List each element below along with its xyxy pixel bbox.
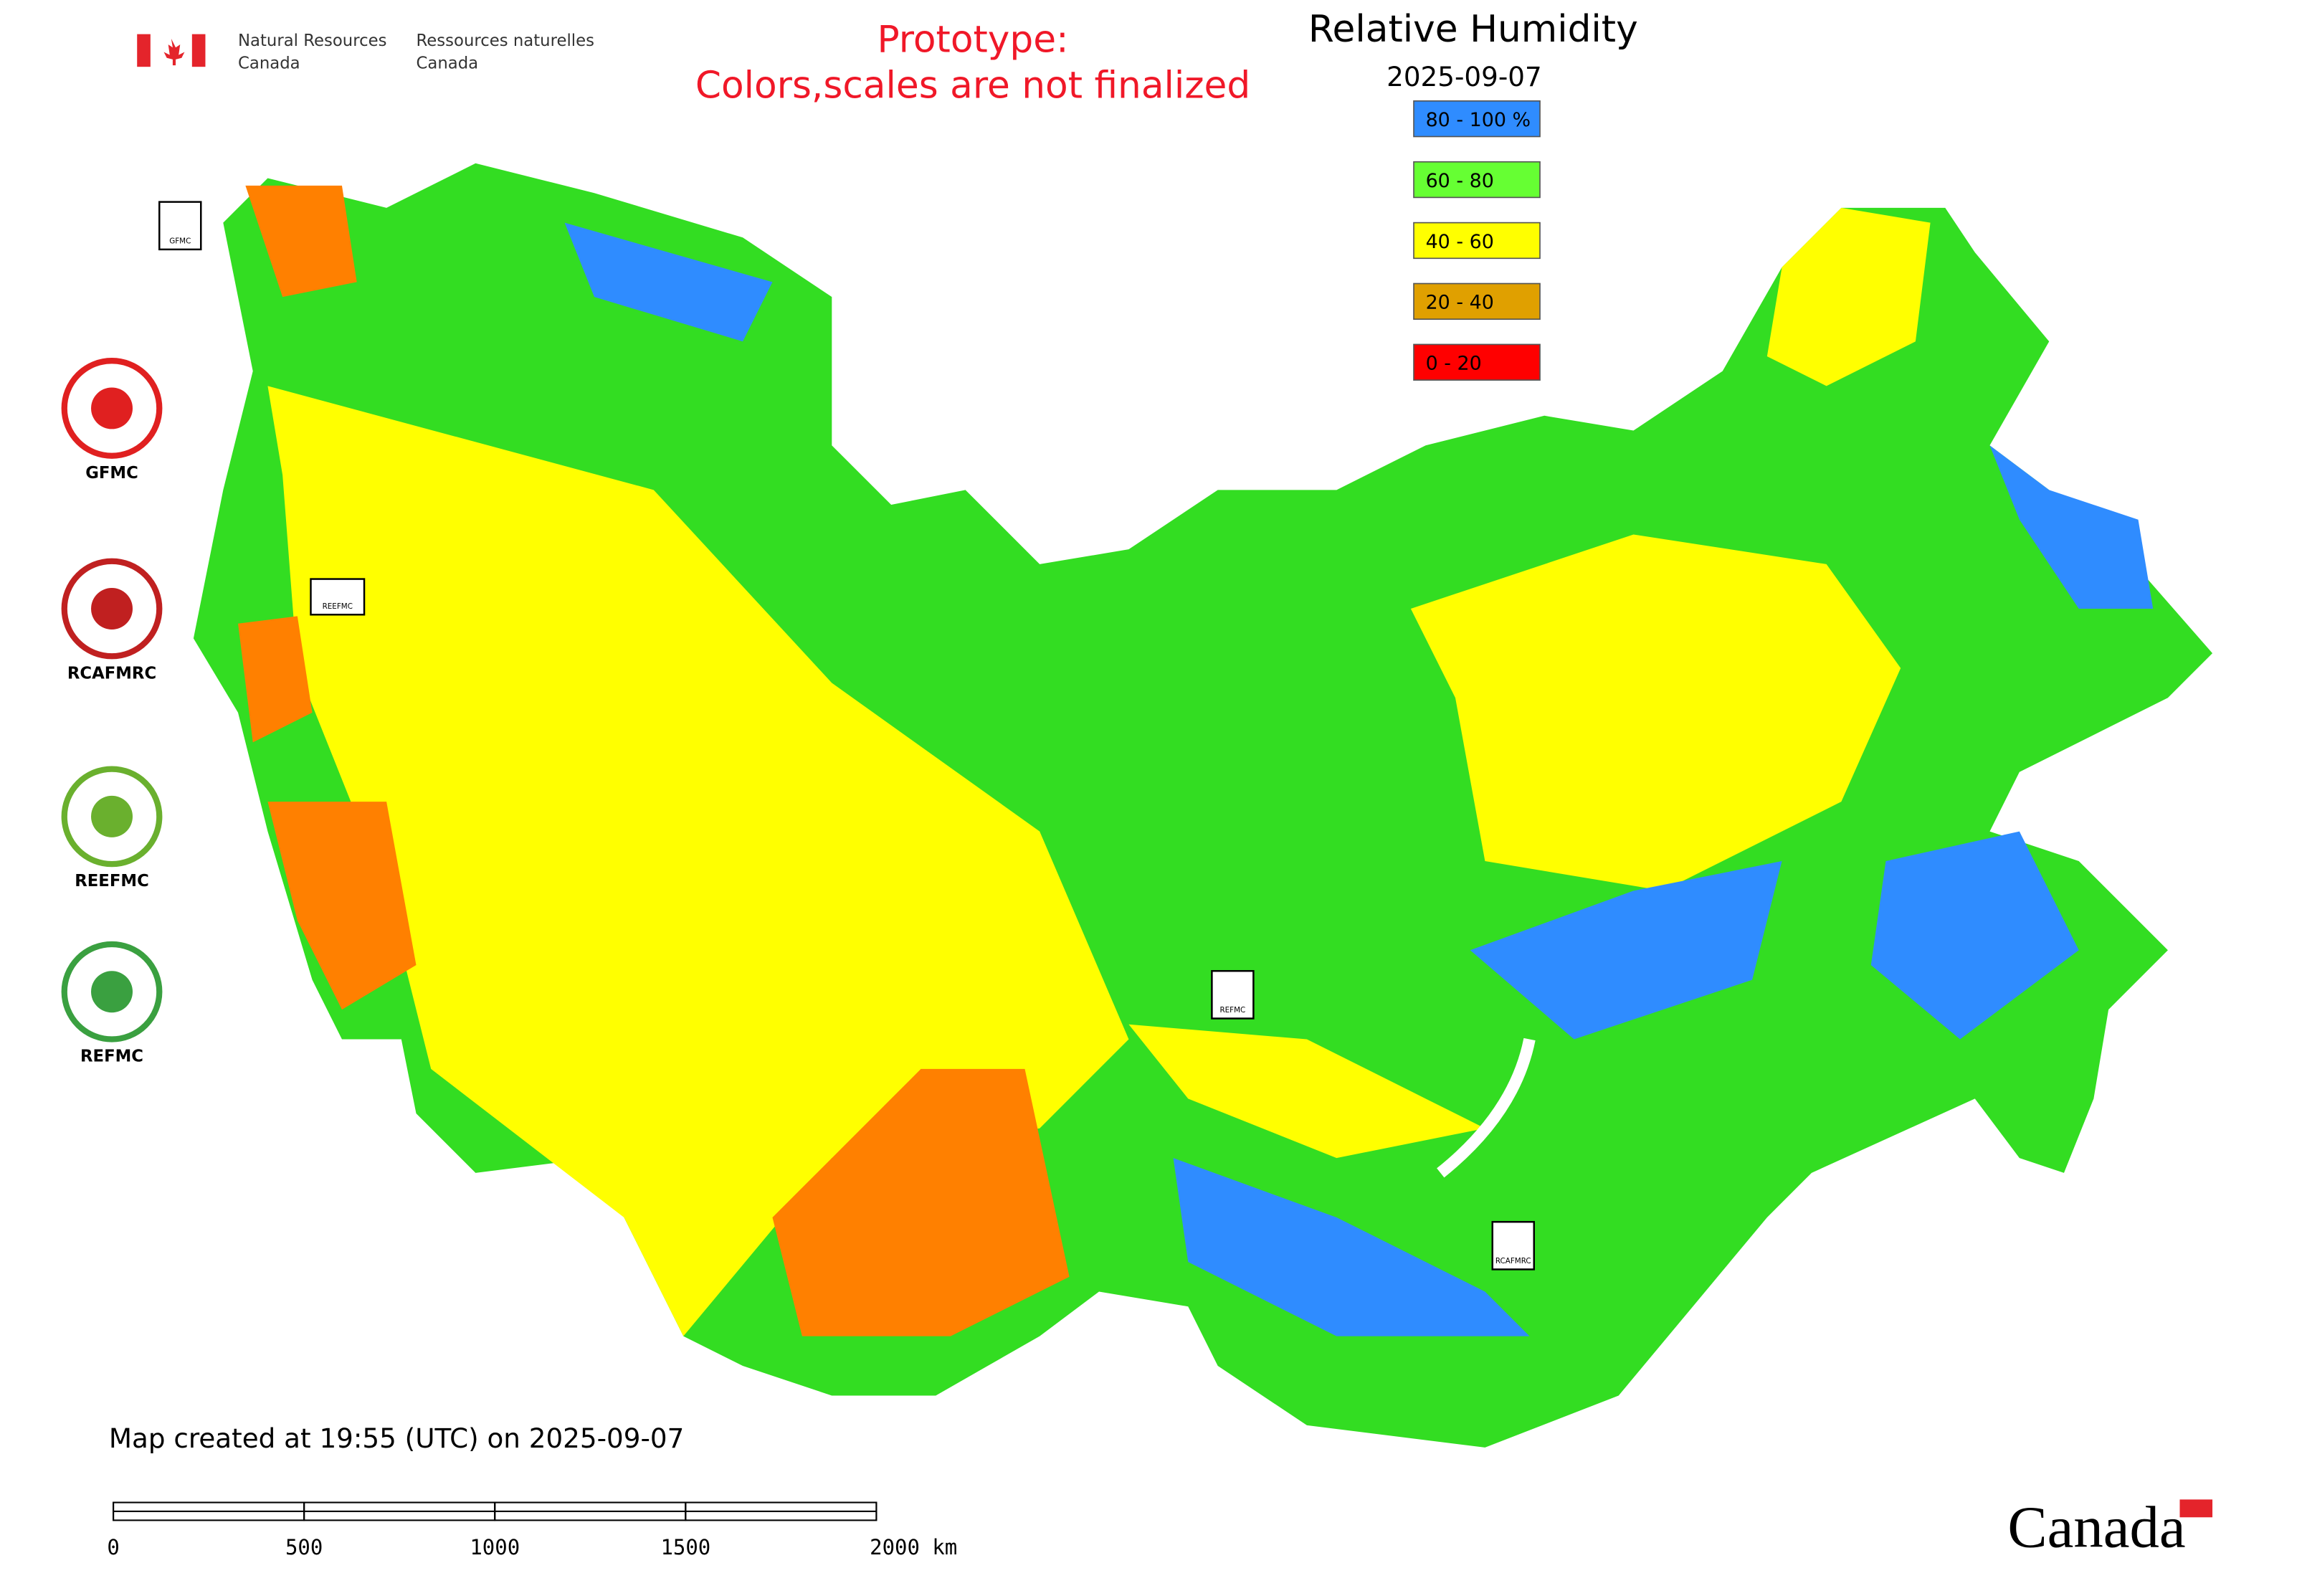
map [193,163,2213,1448]
zone [1989,445,2154,609]
badge [1211,969,1255,1020]
scale-label: 500 [285,1535,323,1559]
badge-label: RCAFMRC [1495,1257,1531,1265]
badge [158,201,202,251]
badge [1491,1220,1535,1270]
legend-swatch [1413,282,1541,320]
wordmark: Canada [2007,1494,2185,1560]
zone [772,1068,1070,1336]
logo-core [91,795,133,837]
agency-fr: Canada [417,54,479,72]
badge [310,578,366,616]
scale-label: 2000 km [870,1535,957,1559]
legend-label: 80 - 100 % [1426,109,1531,131]
logo-label: GFMC [85,464,138,483]
zone [564,222,773,342]
zone [238,616,313,743]
zone [1173,1158,1530,1336]
legend-label: 40 - 60 [1426,231,1494,253]
legend-swatch [1413,161,1541,199]
badge-label: REEFMC [323,602,353,611]
logo-label: REFMC [80,1048,143,1066]
map-title: Relative Humidity [1308,8,1638,51]
legend-label: 60 - 80 [1426,170,1494,192]
logo-core [91,587,133,630]
legend: 80 - 100 % 60 - 80 40 - 60 20 - 40 0 - 20 [1413,100,1541,381]
logo-label: RCAFMRC [67,664,156,683]
zone [1128,1024,1485,1159]
maple-leaf [163,38,185,66]
scale-label: 0 [107,1535,119,1559]
scale-bar: 0 500 1000 1500 2000 km [107,1501,957,1559]
logo-core [91,387,133,429]
legend-swatch [1413,100,1541,138]
logo-core [91,971,133,1013]
legend-label: 20 - 40 [1426,292,1494,314]
agency-header: Natural Resources Canada Ressources natu… [137,32,594,72]
partner-logos: GFMC RCAFMRC REEFMC REFMC [61,358,163,1066]
agency-en: Natural Resources [238,32,386,50]
lake-baikal [1437,1037,1536,1178]
flag-bar [137,34,151,67]
legend-swatch [1413,343,1541,381]
zone [245,185,357,298]
legend-label: 0 - 20 [1426,353,1482,375]
agency-en: Canada [238,54,300,72]
zone [1766,207,1931,386]
map-badges: GFMC REEFMC REFMC RCAFMRC [158,201,1535,1270]
legend-swatch [1413,222,1541,260]
logo-label: REEFMC [75,872,149,890]
footer-note: Map created at 19:55 (UTC) on 2025-09-07 [109,1422,684,1454]
map-date: 2025-09-07 [1387,61,1542,92]
zone [1410,534,1901,891]
badge-label: REFMC [1219,1006,1245,1015]
zone [1870,831,2079,1040]
flag-bar [191,34,206,67]
notice: Colors,scales are not finalized [695,65,1250,108]
notice: Prototype: [877,18,1068,61]
scale-label: 1000 [470,1535,520,1559]
agency-fr: Ressources naturelles [417,32,594,50]
zone [267,802,417,1010]
badge-label: GFMC [169,237,191,246]
wordmark-flag [2179,1499,2213,1518]
scale-label: 1500 [660,1535,710,1559]
zone [1470,861,1782,1040]
